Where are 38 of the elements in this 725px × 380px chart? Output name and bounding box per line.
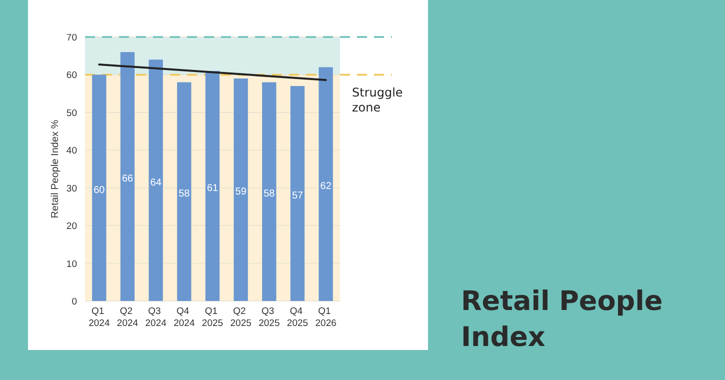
bar	[205, 70, 220, 301]
bar	[290, 86, 305, 301]
data-label: 57	[292, 190, 304, 202]
bar	[148, 60, 163, 301]
bar	[92, 74, 106, 301]
x-tick-label: Q3 2024	[145, 306, 166, 329]
x-tick-label: Q3 2025	[258, 306, 280, 329]
y-tick-label: 20	[66, 221, 77, 232]
y-tick-label: 0	[72, 296, 77, 308]
data-label: 64	[150, 177, 162, 188]
data-label: 61	[206, 182, 218, 194]
ref-line-label: Struggle zone	[352, 86, 407, 115]
bar	[120, 52, 135, 301]
data-label: 60	[94, 184, 106, 196]
x-tick-label: Q1 2025	[202, 306, 224, 329]
data-label: 62	[320, 181, 332, 192]
bar	[318, 67, 333, 301]
data-label: 58	[264, 188, 276, 200]
bar	[262, 82, 276, 301]
x-tick-label: Q2 2025	[230, 306, 252, 329]
y-tick-label: 30	[66, 183, 77, 194]
data-label: 66	[122, 174, 134, 185]
y-tick-label: 40	[66, 146, 77, 157]
text: Retail People Index	[461, 286, 672, 353]
y-tick-label: 60	[66, 70, 77, 82]
x-tick-label: Q2 2024	[116, 306, 138, 329]
x-tick-label: Q4 2025	[286, 306, 308, 329]
data-label: 58	[178, 188, 190, 200]
x-tick-label: Q1 2026	[315, 306, 336, 329]
bar	[177, 82, 192, 301]
x-tick-label: Q4 2024	[174, 306, 195, 329]
y-axis-title: Retail People Index %	[50, 120, 61, 218]
y-tick-label: 10	[66, 258, 77, 270]
y-tick-label: 70	[66, 32, 77, 44]
y-tick-label: 50	[66, 108, 77, 119]
x-tick-label: Q1 2024	[88, 306, 110, 329]
bar	[234, 78, 248, 301]
data-label: 59	[235, 186, 247, 198]
